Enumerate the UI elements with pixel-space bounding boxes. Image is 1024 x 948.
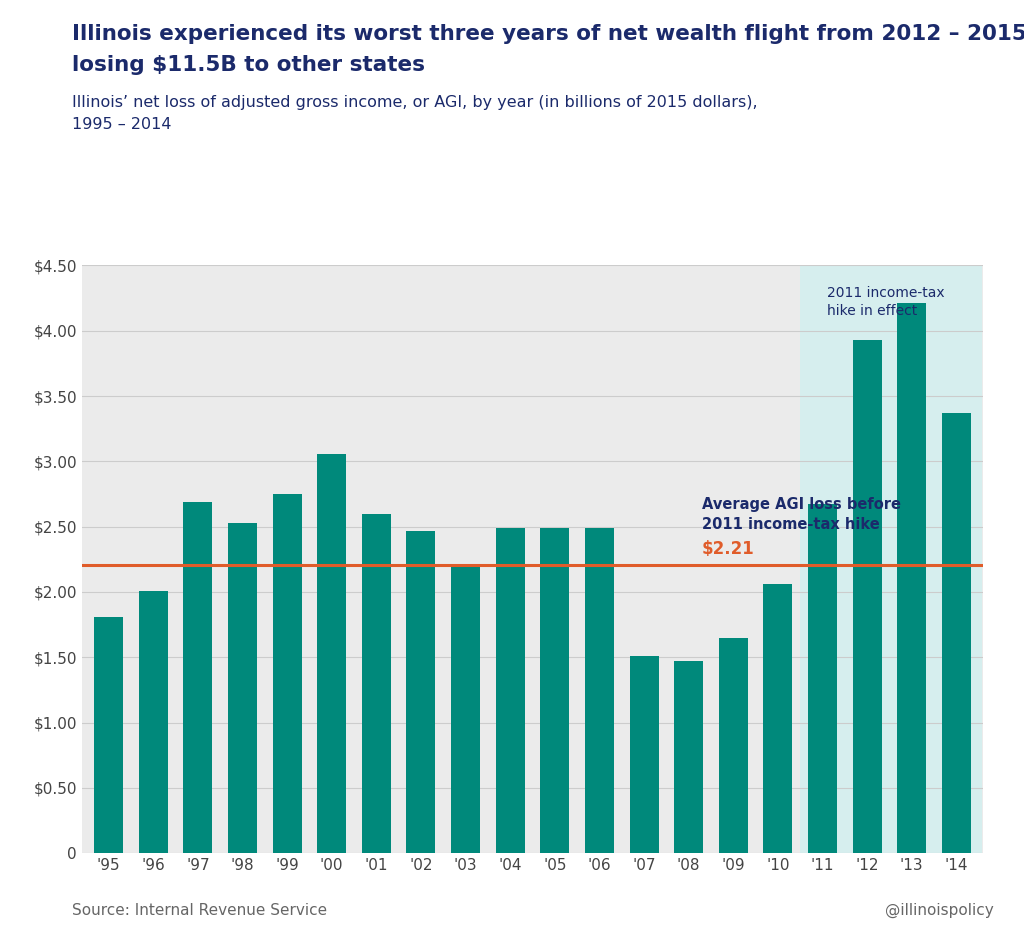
Bar [317,453,346,853]
Bar [853,340,882,853]
Bar [630,656,658,853]
Bar [228,522,257,853]
Bar [800,265,982,853]
Bar [674,661,703,853]
Bar [942,413,971,853]
Text: 1995 – 2014: 1995 – 2014 [72,117,171,132]
Text: Illinois experienced its worst three years of net wealth flight from 2012 – 2015: Illinois experienced its worst three yea… [72,24,1024,44]
Bar [451,566,480,853]
Bar [183,501,212,853]
Text: Average AGI loss before
2011 income-tax hike: Average AGI loss before 2011 income-tax … [702,497,901,532]
Bar [139,591,168,853]
Text: 2011 income-tax
hike in effect: 2011 income-tax hike in effect [827,286,944,319]
Bar [763,584,793,853]
Text: @illinoispolicy: @illinoispolicy [885,902,993,918]
Bar [496,528,524,853]
Bar [407,531,435,853]
Bar [808,504,837,853]
Bar [272,494,302,853]
Text: Source: Internal Revenue Service: Source: Internal Revenue Service [72,902,327,918]
Bar [719,638,748,853]
Text: Illinois’ net loss of adjusted gross income, or AGI, by year (in billions of 201: Illinois’ net loss of adjusted gross inc… [72,95,758,110]
Bar [585,528,614,853]
Text: losing $11.5B to other states: losing $11.5B to other states [72,55,425,75]
Bar [541,528,569,853]
Text: $2.21: $2.21 [702,539,755,557]
Bar [361,514,391,853]
Bar [94,617,123,853]
Bar [897,303,926,853]
